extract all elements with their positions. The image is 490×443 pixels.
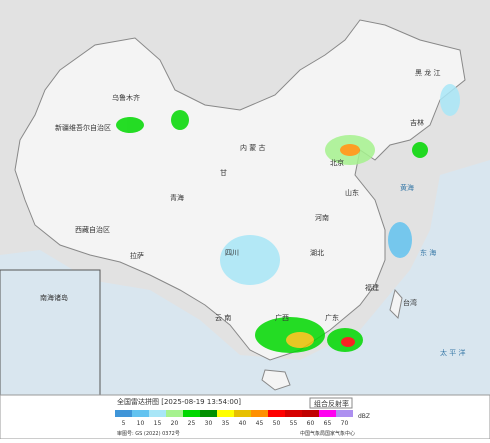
legend-swatch: [336, 410, 353, 417]
sea-label: 太 平 洋: [440, 348, 465, 357]
product-box: [309, 397, 353, 409]
region-label: 内 蒙 古: [240, 143, 265, 152]
source-label: 中国气象局国家气象中心: [300, 430, 355, 437]
legend-tick-label: 60: [307, 420, 315, 427]
legend-tick-label: 25: [188, 420, 196, 427]
region-label: 广西: [275, 313, 289, 322]
region-label: 台湾: [403, 298, 417, 307]
region-label: 福建: [365, 283, 379, 292]
region-label: 山东: [345, 188, 359, 197]
region-label: 湖北: [310, 248, 324, 257]
legend-swatch: [132, 410, 149, 417]
legend-tick-label: 70: [341, 420, 349, 427]
region-label: 南海诸岛: [40, 293, 68, 302]
region-label: 四川: [225, 249, 239, 257]
legend-title: 全国雷达拼图 [2025-08-19 13:54:00]: [117, 397, 241, 406]
sea-label: 东 海: [420, 248, 436, 257]
legend-tick-label: 55: [290, 420, 298, 427]
region-label: 广东: [325, 313, 339, 322]
legend-swatch: [268, 410, 285, 417]
legend-swatch: [234, 410, 251, 417]
region-label: 河南: [315, 213, 329, 222]
legend-tick-label: 5: [122, 420, 126, 427]
region-label: 吉林: [410, 118, 424, 127]
region-label: 甘: [220, 168, 227, 177]
city-label: 拉萨: [130, 251, 144, 260]
china-land: [14, 19, 466, 361]
legend-swatch: [200, 410, 217, 417]
legend-tick-label: 50: [273, 420, 281, 427]
taiwan-island: [389, 288, 403, 320]
region-label: 云 南: [215, 313, 231, 322]
legend-tick-label: 65: [324, 420, 332, 427]
legend-swatch: [166, 410, 183, 417]
legend-tick-label: 35: [222, 420, 230, 427]
legend-tick-label: 20: [171, 420, 179, 427]
review-number: 审图号: GS (2022) 0372号: [117, 430, 180, 437]
legend-swatch: [115, 410, 132, 417]
legend-tick-label: 10: [137, 420, 145, 427]
legend-swatch: [251, 410, 268, 417]
sea-label: 黄海: [400, 183, 414, 192]
product-label: 组合反射率: [314, 399, 349, 408]
legend-swatch: [217, 410, 234, 417]
legend-swatch: [183, 410, 200, 417]
region-label: 西藏自治区: [75, 225, 110, 234]
legend-swatch: [149, 410, 166, 417]
legend-swatch: [285, 410, 302, 417]
legend-tick-label: 15: [154, 420, 162, 427]
city-label: 北京: [330, 158, 344, 167]
hainan: [261, 369, 291, 391]
region-label: 青海: [170, 193, 184, 202]
legend-swatch: [319, 410, 336, 417]
legend-tick-label: 45: [256, 420, 264, 427]
legend-swatch: [302, 410, 319, 417]
city-label: 乌鲁木齐: [112, 93, 140, 102]
unit-label: dBZ: [358, 413, 370, 420]
radar-echoes: [116, 84, 460, 353]
region-label: 黑 龙 江: [415, 68, 440, 77]
legend-tick-label: 30: [205, 420, 213, 427]
region-label: 新疆维吾尔自治区: [55, 123, 111, 132]
legend-tick-label: 40: [239, 420, 247, 427]
south-sea-inset: [0, 269, 101, 396]
